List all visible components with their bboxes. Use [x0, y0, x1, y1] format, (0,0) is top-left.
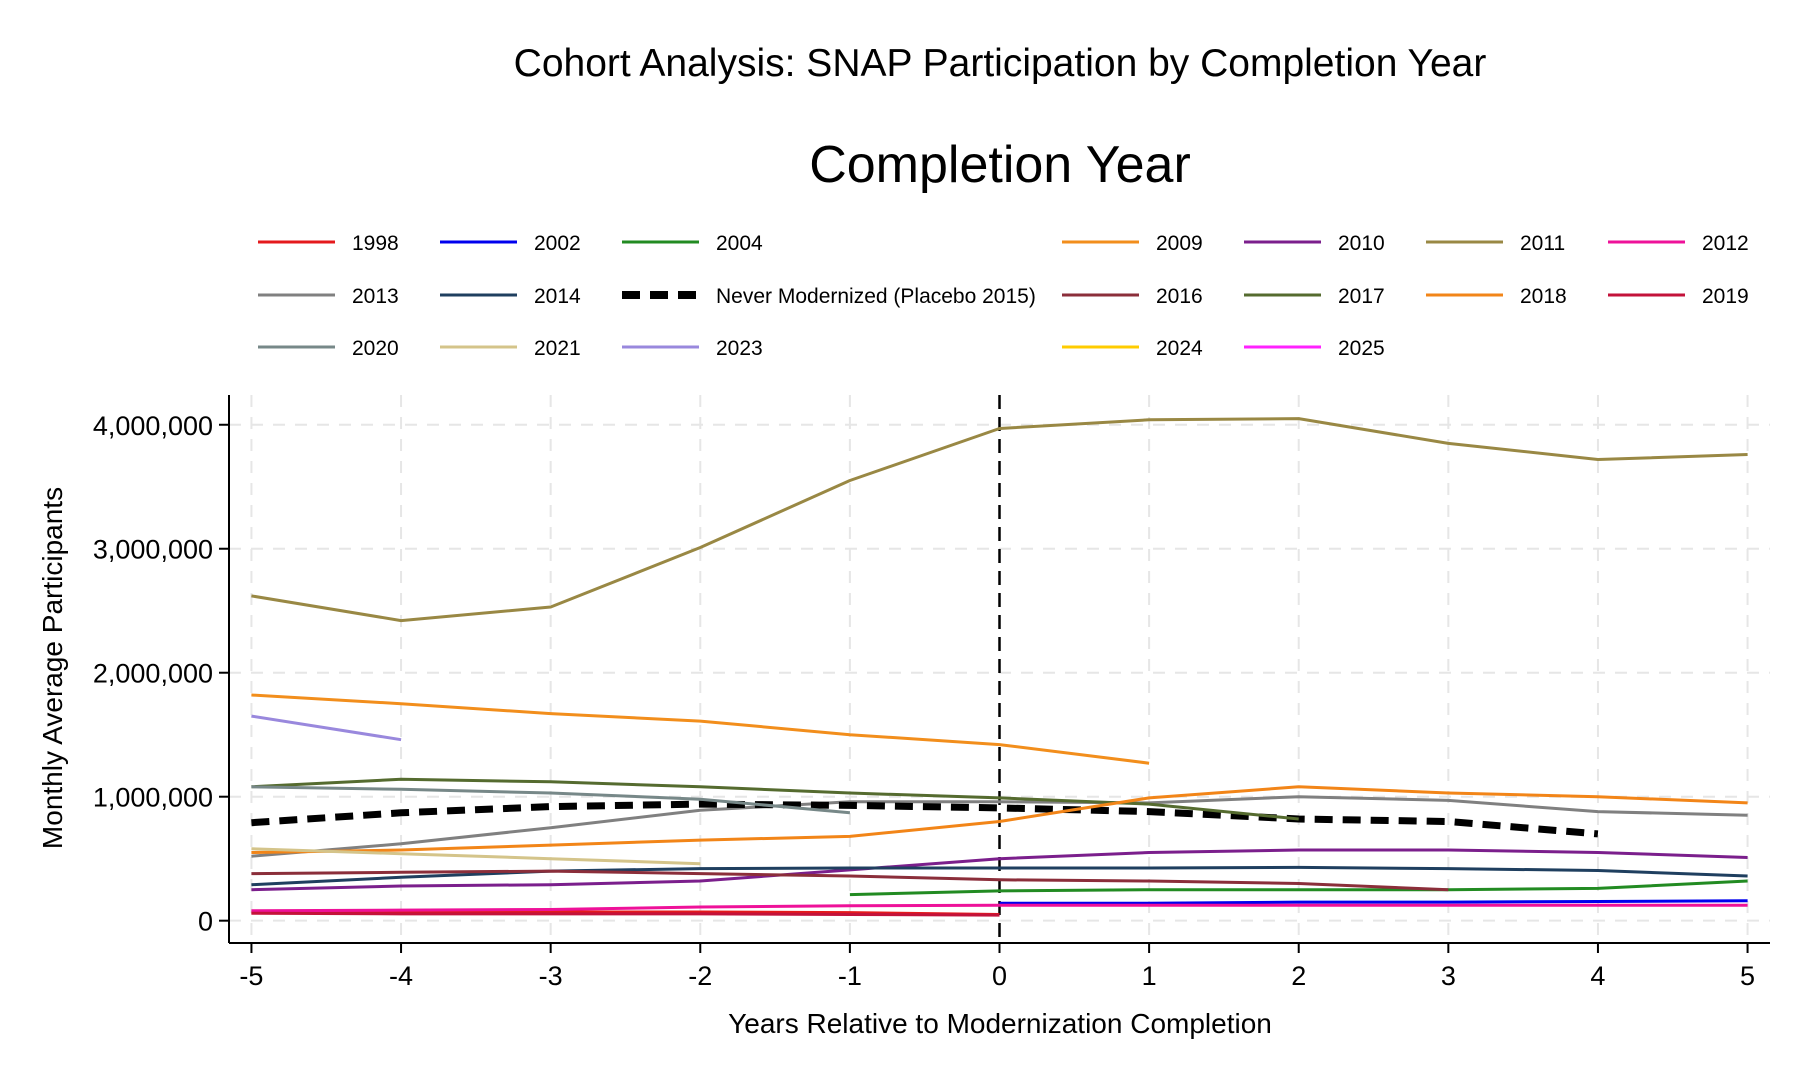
- series-line-2020: [251, 785, 851, 815]
- x-tick-label: 5: [1740, 961, 1755, 991]
- legend-label-2025: 2025: [1338, 337, 1385, 360]
- legend-label-2023: 2023: [716, 337, 763, 360]
- y-axis-label: Monthly Average Participants: [37, 487, 68, 849]
- legend: 1998 2002 2004 2009 2010 2011 2012 2013 2014 Neve…: [258, 232, 1749, 360]
- x-tick-label: 1: [1142, 961, 1157, 991]
- legend-label-2021: 2021: [534, 337, 581, 360]
- x-tick-label: -4: [389, 961, 413, 991]
- x-tick-label: 2: [1291, 961, 1306, 991]
- legend-label-2019: 2019: [1702, 285, 1749, 308]
- series-line-2023: [251, 714, 402, 742]
- legend-label-2016: 2016: [1156, 285, 1203, 308]
- x-tick-label: 4: [1590, 961, 1605, 991]
- series-line-2011: [251, 417, 1748, 623]
- series-line-2013: [251, 795, 1748, 858]
- legend-label-2014: 2014: [534, 285, 581, 308]
- x-axis-label: Years Relative to Modernization Completi…: [728, 1008, 1272, 1039]
- legend-label-2011: 2011: [1520, 232, 1565, 255]
- legend-label-1998: 1998: [352, 232, 399, 255]
- legend-title: Completion Year: [809, 136, 1191, 194]
- series-line-2012: [251, 903, 1748, 913]
- x-tick-label: -5: [239, 961, 263, 991]
- series-line-2004: [849, 879, 1748, 897]
- y-tick-label: 1,000,000: [93, 783, 213, 813]
- chart-title: Cohort Analysis: SNAP Participation by C…: [514, 42, 1487, 85]
- plot-area: -5 -4 -3 -2 -1 0 1 2 3 4 5 0 1,000,000 2,000,000 3,000…: [93, 395, 1770, 991]
- x-tick-label: 3: [1441, 961, 1456, 991]
- x-tick-label: 0: [992, 961, 1007, 991]
- y-tick-label: 4,000,000: [93, 411, 213, 441]
- series-line-2009: [251, 693, 1150, 765]
- series-line-2021: [251, 847, 701, 866]
- series-line-2014: [251, 865, 1748, 887]
- legend-label-2013: 2013: [352, 285, 399, 308]
- x-tick-label: -2: [688, 961, 712, 991]
- legend-label-2004: 2004: [716, 232, 763, 255]
- x-tick-label: -1: [838, 961, 862, 991]
- legend-label-2012: 2012: [1702, 232, 1749, 255]
- legend-label-2017: 2017: [1338, 285, 1385, 308]
- series-line-2019: [251, 911, 1000, 917]
- y-tick-label: 0: [198, 907, 213, 937]
- legend-label-2010: 2010: [1338, 232, 1385, 255]
- series-line-2018: [251, 785, 1748, 854]
- series-line-2010: [251, 848, 1748, 892]
- x-tick-label: -3: [539, 961, 563, 991]
- series-line-never-modernized-placebo-2015: [251, 800, 1599, 838]
- legend-label-2009: 2009: [1156, 232, 1203, 255]
- y-tick-label: 2,000,000: [93, 659, 213, 689]
- legend-label-2024: 2024: [1156, 337, 1203, 360]
- legend-label-never-modernized-placebo-2015: Never Modernized (Placebo 2015): [716, 285, 1036, 308]
- legend-label-2002: 2002: [534, 232, 581, 255]
- legend-label-2018: 2018: [1520, 285, 1567, 308]
- y-tick-label: 3,000,000: [93, 535, 213, 565]
- series-line-2002: [999, 899, 1748, 905]
- legend-label-2020: 2020: [352, 337, 399, 360]
- series-line-2016: [251, 869, 1449, 892]
